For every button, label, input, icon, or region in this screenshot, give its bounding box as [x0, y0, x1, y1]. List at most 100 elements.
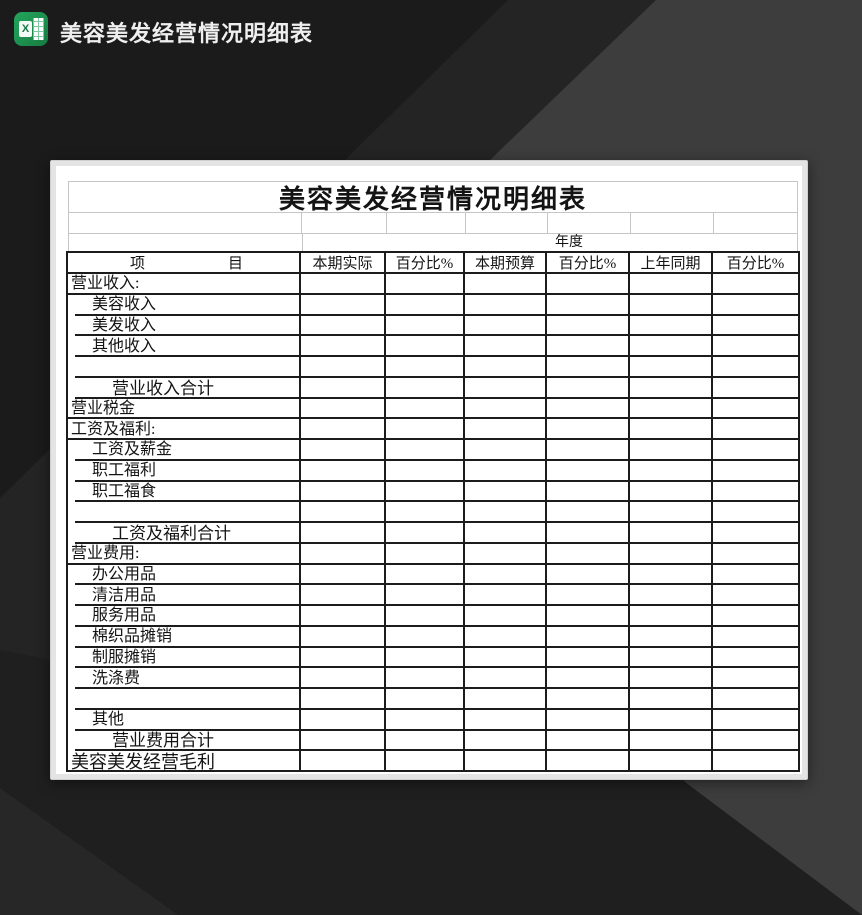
cell[interactable] — [301, 481, 386, 503]
cell[interactable] — [630, 315, 713, 337]
cell[interactable] — [630, 751, 713, 772]
cell[interactable] — [301, 315, 386, 337]
cell[interactable] — [713, 419, 798, 440]
cell[interactable] — [301, 647, 386, 669]
row-label-cell[interactable]: 工资及福利: — [68, 419, 301, 440]
cell[interactable] — [547, 315, 630, 337]
cell[interactable] — [547, 398, 630, 420]
cell[interactable] — [301, 419, 386, 440]
row-label-cell[interactable]: 洗涤费 — [68, 668, 301, 689]
cell[interactable] — [386, 398, 465, 420]
cell[interactable] — [630, 398, 713, 420]
cell[interactable] — [465, 357, 547, 378]
cell[interactable] — [465, 377, 547, 399]
cell[interactable] — [547, 377, 630, 399]
cell[interactable] — [386, 315, 465, 337]
cell[interactable] — [465, 751, 547, 772]
cell[interactable] — [386, 647, 465, 669]
cell[interactable] — [713, 668, 798, 689]
cell[interactable] — [465, 626, 547, 648]
cell[interactable] — [547, 668, 630, 689]
cell[interactable] — [713, 316, 798, 337]
cell[interactable] — [547, 730, 630, 752]
cell[interactable] — [386, 523, 465, 544]
cell[interactable] — [547, 606, 630, 627]
cell[interactable] — [630, 460, 713, 482]
cell[interactable] — [547, 751, 630, 772]
cell[interactable] — [386, 751, 465, 772]
cell[interactable] — [630, 730, 713, 752]
cell[interactable] — [386, 502, 465, 523]
cell[interactable] — [713, 627, 798, 648]
cell[interactable] — [630, 419, 713, 440]
cell[interactable] — [547, 585, 630, 606]
cell[interactable] — [713, 544, 798, 565]
cell[interactable] — [465, 730, 547, 752]
cell[interactable] — [386, 357, 465, 378]
cell[interactable] — [547, 502, 630, 523]
cell[interactable] — [547, 481, 630, 503]
cell[interactable] — [630, 689, 713, 710]
row-label-cell[interactable]: 营业费用: — [68, 543, 301, 565]
cell[interactable] — [301, 294, 386, 316]
cell[interactable] — [386, 543, 465, 565]
row-label-cell[interactable] — [68, 689, 301, 710]
cell[interactable] — [547, 357, 630, 378]
cell[interactable] — [547, 419, 630, 440]
cell[interactable] — [630, 647, 713, 669]
cell[interactable] — [465, 398, 547, 420]
cell[interactable] — [386, 419, 465, 440]
cell[interactable] — [386, 585, 465, 606]
cell[interactable] — [386, 377, 465, 399]
cell[interactable] — [465, 315, 547, 337]
cell[interactable] — [630, 564, 713, 586]
cell[interactable] — [465, 585, 547, 606]
cell[interactable] — [301, 668, 386, 689]
cell[interactable] — [713, 378, 798, 399]
cell[interactable] — [713, 440, 798, 461]
row-label-cell[interactable]: 职工福利 — [68, 460, 301, 482]
cell[interactable] — [386, 606, 465, 627]
row-label-cell[interactable]: 工资及福利合计 — [68, 523, 301, 544]
cell[interactable] — [547, 336, 630, 357]
cell[interactable] — [301, 606, 386, 627]
row-label-cell[interactable]: 其他 — [68, 709, 301, 731]
cell[interactable] — [547, 543, 630, 565]
cell[interactable] — [301, 377, 386, 399]
cell[interactable] — [465, 523, 547, 544]
cell[interactable] — [630, 481, 713, 503]
cell[interactable] — [386, 730, 465, 752]
cell[interactable] — [301, 502, 386, 523]
cell[interactable] — [547, 647, 630, 669]
cell[interactable] — [630, 336, 713, 357]
cell[interactable] — [630, 626, 713, 648]
cell[interactable] — [630, 543, 713, 565]
cell[interactable] — [301, 751, 386, 772]
cell[interactable] — [386, 481, 465, 503]
cell[interactable] — [547, 626, 630, 648]
cell[interactable] — [301, 564, 386, 586]
cell[interactable] — [301, 626, 386, 648]
cell[interactable] — [630, 294, 713, 316]
cell[interactable] — [713, 357, 798, 378]
cell[interactable] — [465, 709, 547, 731]
cell[interactable] — [630, 357, 713, 378]
row-label-cell[interactable]: 棉织品摊销 — [68, 626, 301, 648]
cell[interactable] — [301, 689, 386, 710]
cell[interactable] — [630, 585, 713, 606]
cell[interactable] — [714, 213, 799, 233]
cell[interactable] — [630, 377, 713, 399]
cell[interactable] — [465, 668, 547, 689]
cell[interactable] — [547, 460, 630, 482]
cell[interactable] — [547, 689, 630, 710]
cell[interactable] — [465, 460, 547, 482]
row-label-cell[interactable]: 其他收入 — [68, 336, 301, 357]
cell[interactable] — [386, 626, 465, 648]
cell[interactable] — [465, 647, 547, 669]
cell[interactable] — [713, 710, 798, 731]
row-label-cell[interactable]: 营业收入合计 — [68, 377, 301, 399]
row-label-cell[interactable] — [68, 502, 301, 523]
cell[interactable] — [465, 689, 547, 710]
cell[interactable] — [465, 502, 547, 523]
cell[interactable] — [301, 398, 386, 420]
